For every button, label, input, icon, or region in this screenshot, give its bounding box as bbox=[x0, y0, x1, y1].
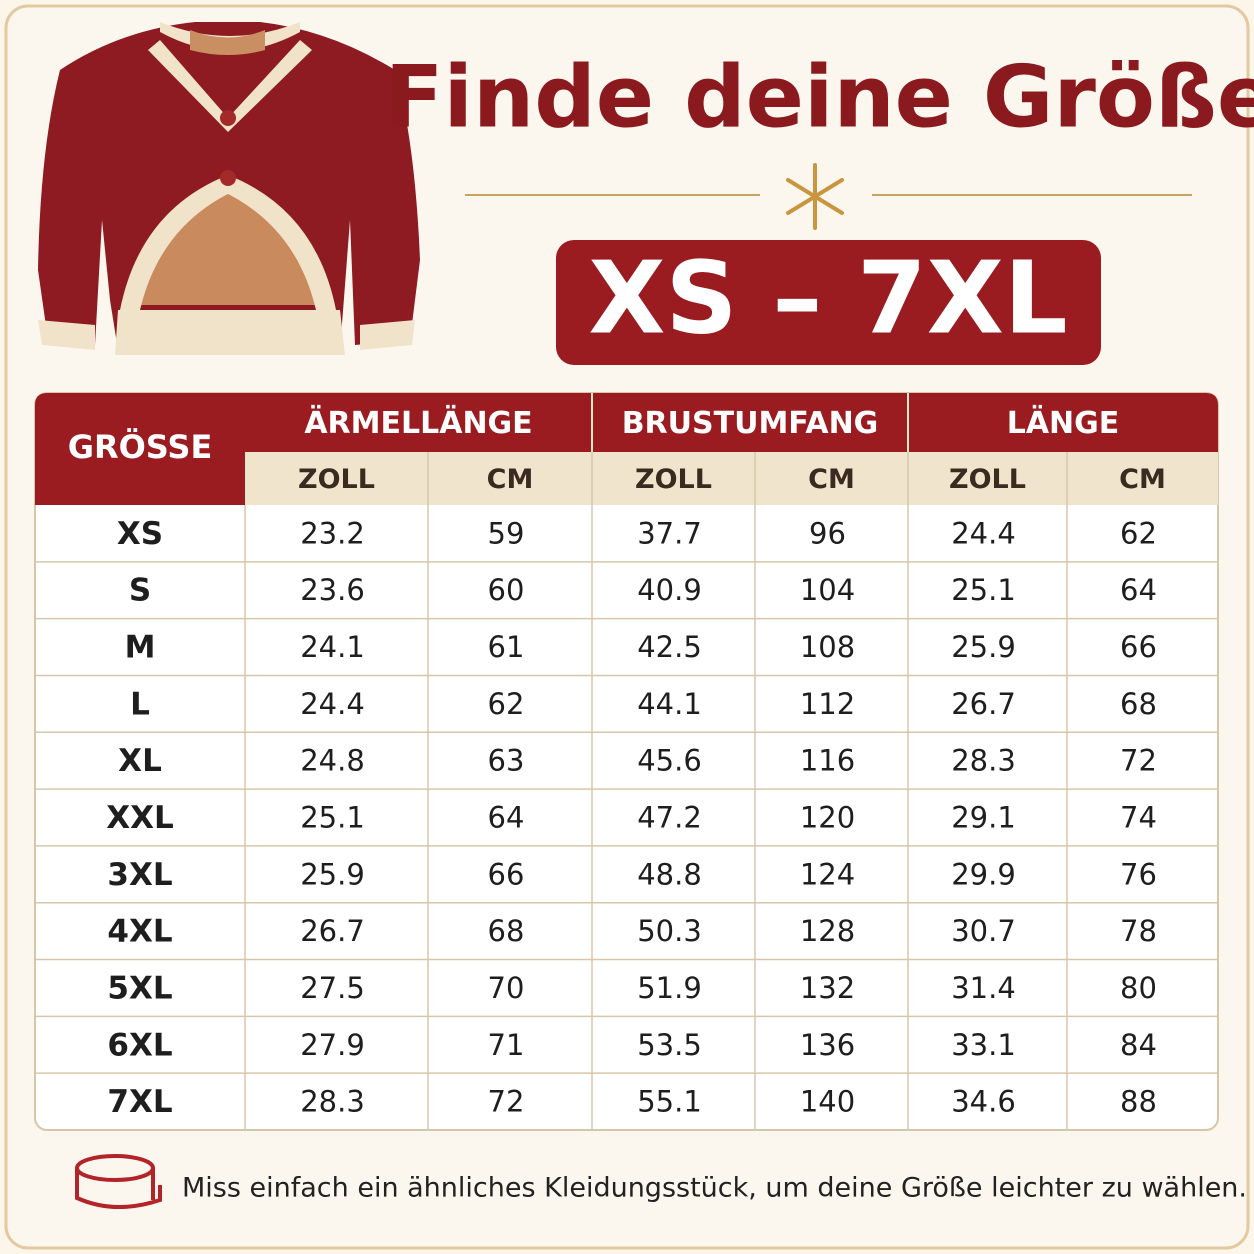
value-cell: 108 bbox=[800, 630, 855, 664]
value-cell: 48.8 bbox=[637, 857, 702, 891]
value-cell: 44.1 bbox=[637, 687, 702, 721]
value-cell: 26.7 bbox=[300, 914, 365, 948]
value-cell: 26.7 bbox=[951, 687, 1016, 721]
value-cell: 112 bbox=[800, 687, 855, 721]
value-cell: 47.2 bbox=[637, 801, 702, 835]
value-cell: 23.2 bbox=[300, 516, 365, 550]
value-cell: 88 bbox=[1120, 1085, 1157, 1119]
unit-header: CM bbox=[487, 464, 534, 495]
group-header: LÄNGE bbox=[1007, 405, 1120, 441]
group-header: ÄRMELLÄNGE bbox=[304, 405, 532, 441]
value-cell: 31.4 bbox=[951, 971, 1016, 1005]
value-cell: 62 bbox=[488, 687, 525, 721]
unit-header: ZOLL bbox=[298, 464, 375, 495]
size-header: GRÖSSE bbox=[68, 428, 213, 466]
value-cell: 84 bbox=[1120, 1028, 1157, 1062]
value-cell: 40.9 bbox=[637, 573, 702, 607]
value-cell: 27.9 bbox=[300, 1028, 365, 1062]
value-cell: 74 bbox=[1120, 801, 1157, 835]
value-cell: 28.3 bbox=[951, 744, 1016, 778]
value-cell: 80 bbox=[1120, 971, 1157, 1005]
value-cell: 24.4 bbox=[951, 516, 1016, 550]
value-cell: 34.6 bbox=[951, 1085, 1016, 1119]
value-cell: 51.9 bbox=[637, 971, 702, 1005]
value-cell: 53.5 bbox=[637, 1028, 702, 1062]
size-cell: S bbox=[129, 573, 151, 609]
value-cell: 55.1 bbox=[637, 1085, 702, 1119]
value-cell: 140 bbox=[800, 1085, 855, 1119]
value-cell: 66 bbox=[488, 857, 525, 891]
unit-header: CM bbox=[808, 464, 855, 495]
value-cell: 23.6 bbox=[300, 573, 365, 607]
value-cell: 61 bbox=[488, 630, 525, 664]
value-cell: 72 bbox=[488, 1085, 525, 1119]
value-cell: 68 bbox=[488, 914, 525, 948]
value-cell: 25.1 bbox=[951, 573, 1016, 607]
header-bg bbox=[35, 393, 1218, 505]
value-cell: 64 bbox=[488, 801, 525, 835]
range-badge bbox=[556, 240, 1101, 365]
value-cell: 116 bbox=[800, 744, 855, 778]
value-cell: 68 bbox=[1120, 687, 1157, 721]
size-cell: 3XL bbox=[107, 857, 172, 893]
unit-header: CM bbox=[1119, 464, 1166, 495]
value-cell: 25.9 bbox=[951, 630, 1016, 664]
size-cell: 7XL bbox=[107, 1084, 172, 1120]
value-cell: 33.1 bbox=[951, 1028, 1016, 1062]
value-cell: 96 bbox=[809, 516, 846, 550]
tape-icon bbox=[75, 1154, 162, 1209]
size-cell: L bbox=[130, 686, 150, 722]
value-cell: 132 bbox=[800, 971, 855, 1005]
value-cell: 50.3 bbox=[637, 914, 702, 948]
value-cell: 27.5 bbox=[300, 971, 365, 1005]
value-cell: 60 bbox=[488, 573, 525, 607]
size-cell: 4XL bbox=[107, 914, 172, 950]
subheader-bg bbox=[245, 452, 1218, 505]
value-cell: 24.4 bbox=[300, 687, 365, 721]
value-cell: 124 bbox=[800, 857, 855, 891]
value-cell: 70 bbox=[488, 971, 525, 1005]
size-cell: XXL bbox=[106, 800, 174, 836]
value-cell: 136 bbox=[800, 1028, 855, 1062]
value-cell: 45.6 bbox=[637, 744, 702, 778]
unit-header: ZOLL bbox=[635, 464, 712, 495]
size-cell: 6XL bbox=[107, 1027, 172, 1063]
value-cell: 66 bbox=[1120, 630, 1157, 664]
footer-note: Miss einfach ein ähnliches Kleidungsstüc… bbox=[182, 1173, 1247, 1204]
size-table: GRÖSSE ÄRMELLÄNGE BRUSTUMFANG LÄNGE ZOLL CM ZO… bbox=[34, 392, 1219, 1131]
value-cell: 62 bbox=[1120, 516, 1157, 550]
group-header: BRUSTUMFANG bbox=[622, 406, 879, 441]
snowflake bbox=[786, 163, 844, 230]
value-cell: 37.7 bbox=[637, 516, 702, 550]
value-cell: 104 bbox=[800, 573, 855, 607]
value-cell: 42.5 bbox=[637, 630, 702, 664]
value-cell: 78 bbox=[1120, 914, 1157, 948]
value-cell: 29.1 bbox=[951, 801, 1016, 835]
value-cell: 29.9 bbox=[951, 857, 1016, 891]
size-cell: XL bbox=[118, 743, 162, 779]
size-cell: 5XL bbox=[107, 970, 172, 1006]
value-cell: 24.8 bbox=[300, 744, 365, 778]
value-cell: 76 bbox=[1120, 857, 1157, 891]
title: Finde deine Größe bbox=[385, 47, 1254, 147]
size-cell: M bbox=[125, 630, 156, 666]
value-cell: 120 bbox=[800, 801, 855, 835]
value-cell: 72 bbox=[1120, 744, 1157, 778]
range: XS – 7XL bbox=[588, 239, 1067, 356]
value-cell: 71 bbox=[488, 1028, 525, 1062]
value-cell: 24.1 bbox=[300, 630, 365, 664]
value-cell: 25.1 bbox=[300, 801, 365, 835]
unit-header: ZOLL bbox=[949, 464, 1026, 495]
value-cell: 59 bbox=[488, 516, 525, 550]
value-cell: 28.3 bbox=[300, 1085, 365, 1119]
value-cell: 63 bbox=[488, 744, 525, 778]
size-cell: XS bbox=[117, 516, 163, 552]
value-cell: 128 bbox=[800, 914, 855, 948]
value-cell: 30.7 bbox=[951, 914, 1016, 948]
value-cell: 64 bbox=[1120, 573, 1157, 607]
value-cell: 25.9 bbox=[300, 857, 365, 891]
sweater bbox=[38, 22, 420, 355]
